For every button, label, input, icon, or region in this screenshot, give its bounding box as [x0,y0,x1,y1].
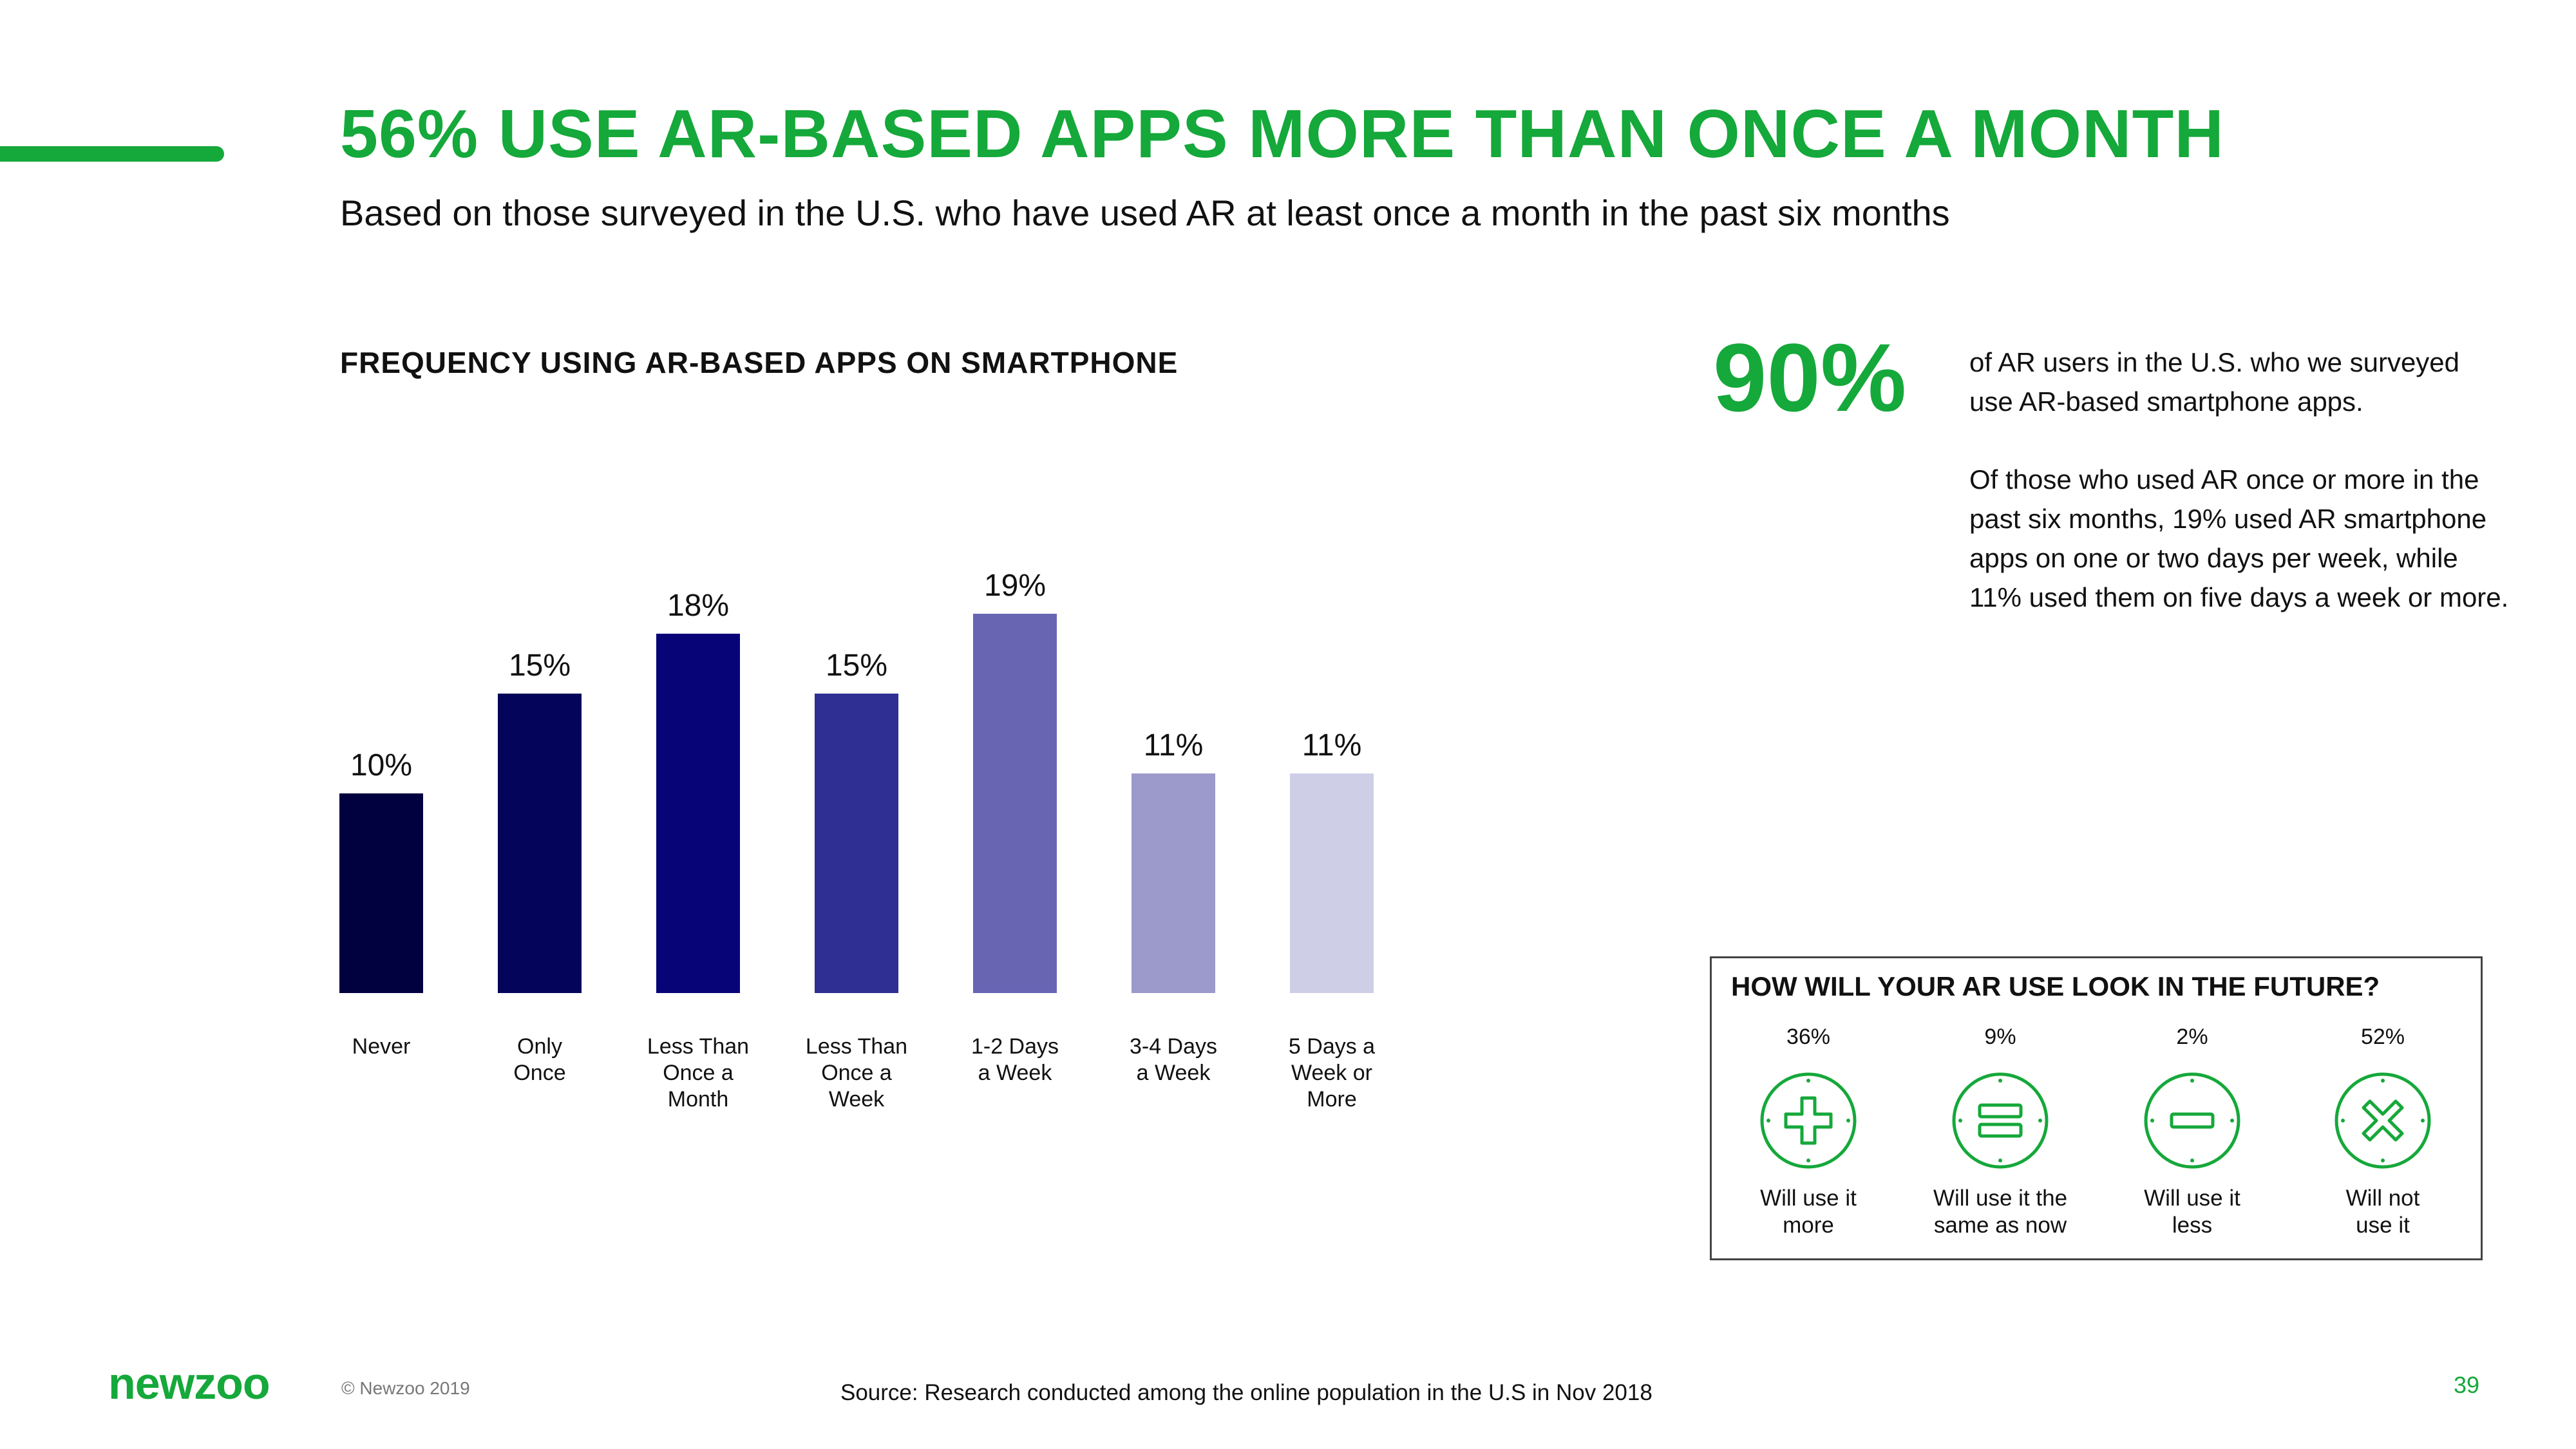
plus-icon [1760,1072,1857,1169]
chart-title: FREQUENCY USING AR-BASED APPS ON SMARTPH… [340,346,1179,379]
bar-4 [973,614,1057,993]
source-note: Source: Research conducted among the onl… [840,1380,1653,1405]
bar-0 [339,793,423,993]
category-label-0: Never [352,1034,411,1059]
bar-5 [1132,773,1215,993]
category-label-1: Only Once [513,1034,565,1085]
bar-value-label-1: 15% [509,649,571,683]
cross-icon [2334,1072,2431,1169]
future-option-label: Will not use it [2345,1186,2420,1238]
page-subtitle: Based on those surveyed in the U.S. who … [340,193,1950,233]
category-label-2: Less Than Once a Month [647,1034,749,1112]
category-label-6: 5 Days a Week or More [1289,1034,1375,1112]
stat-text-1: of AR users in the U.S. who we surveyed … [1969,347,2460,417]
future-option-same: 9% Will use it the same as now [1904,1023,2097,1239]
bar-1 [498,694,582,993]
page-title: 56% USE AR-BASED APPS MORE THAN ONCE A M… [340,96,2224,172]
future-option-percent: 52% [2360,1025,2405,1049]
page-number: 39 [2454,1372,2480,1398]
bar-value-label-3: 15% [826,649,887,683]
future-option-percent: 2% [2176,1025,2208,1049]
category-label-3: Less Than Once a Week [806,1034,907,1112]
newzoo-logo: newzoo [108,1358,270,1408]
future-option-label: Will use it less [2144,1186,2240,1238]
future-option-label: Will use it the same as now [1933,1186,2068,1238]
future-option-percent: 9% [1984,1025,2016,1049]
copyright: © Newzoo 2019 [341,1378,470,1398]
stat-text-2: Of those who used AR once or more in the… [1969,464,2509,612]
big-stat-value: 90% [1713,323,1907,431]
bar-2 [656,634,740,993]
future-option-not: 52% Will not use it [2286,1023,2479,1239]
bar-3 [815,694,898,993]
bar-value-label-6: 11% [1302,728,1362,762]
stat-description: of AR users in the U.S. who we surveyed … [1969,343,2510,617]
bar-value-label-4: 19% [984,569,1046,603]
minus-icon [2144,1072,2240,1169]
bar-value-label-2: 18% [667,589,729,623]
future-option-more: 36% Will use it more [1712,1023,1905,1239]
equals-icon [1952,1072,2049,1169]
bar-value-label-0: 10% [350,748,412,782]
future-option-percent: 36% [1786,1025,1831,1049]
future-panel-title: HOW WILL YOUR AR USE LOOK IN THE FUTURE? [1731,971,2380,1001]
bar-6 [1290,773,1374,993]
bar-value-label-5: 11% [1144,728,1204,762]
accent-bar [0,146,224,162]
category-label-5: 3-4 Days a Week [1130,1034,1217,1085]
future-use-panel: HOW WILL YOUR AR USE LOOK IN THE FUTURE?… [1710,956,2483,1260]
category-label-4: 1-2 Days a Week [971,1034,1059,1085]
future-option-label: Will use it more [1760,1186,1857,1238]
future-option-less: 2% Will use it less [2096,1023,2289,1239]
